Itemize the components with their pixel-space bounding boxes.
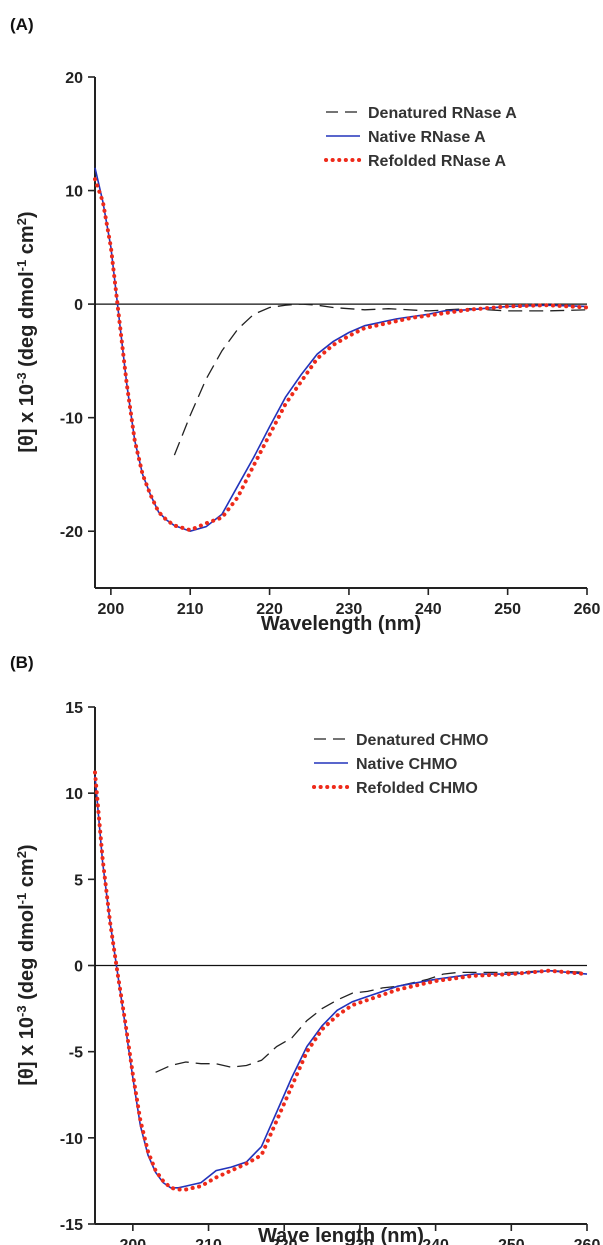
y-tick-label: 20 [65,70,83,87]
series-line-refolded-chmo [93,770,589,1192]
y-axis-title-part: cm [16,858,38,892]
y-axis-title-superscript: -3 [14,1005,29,1017]
y-tick-label: 15 [65,700,83,717]
x-tick-label: 210 [195,1237,222,1245]
panel-label: (A) [10,15,34,34]
y-axis-title-part: [θ] x 10 [16,1017,38,1086]
series-line-native-rnase-a [94,167,588,533]
y-axis-title-superscript: -1 [14,260,29,272]
y-tick-label: -5 [69,1045,83,1062]
x-axis-title: Wave length (nm) [258,1225,424,1245]
y-tick-label: -20 [60,524,83,541]
y-tick-label: -10 [60,1131,83,1148]
chart-panel-b: (B) -15 -10 -5 0 5 10 15 200 210 220 230 240 250 260 Wa… [10,653,600,1245]
y-tick-label: -15 [60,1217,83,1234]
y-axis-title-superscript: -1 [14,893,29,905]
legend-label: Native CHMO [356,756,457,773]
x-tick-label: 220 [271,1237,298,1245]
x-tick-label: 260 [574,601,601,618]
panel-label: (B) [10,653,34,672]
y-axis-title-superscript: 2 [14,851,29,858]
y-axis-title-superscript: -3 [14,372,29,384]
legend: Denatured RNase A Native RNase A Refolded … [324,105,517,170]
y-axis-title-part: (deg dmol [16,904,38,1005]
legend-label: Native RNase A [368,129,486,146]
y-tick-label: 10 [65,786,83,803]
x-tick-label: 220 [256,601,283,618]
y-axis-title: [θ] x 10-3 (deg dmol-1 cm2) [14,211,39,452]
y-axis-title-part: (deg dmol [16,271,38,372]
legend-label: Refolded CHMO [356,780,478,797]
legend-label: Refolded RNase A [368,153,507,170]
x-tick-label: 240 [422,1237,449,1245]
y-axis-title-part: cm [16,225,38,259]
y-tick-label: 5 [74,872,83,889]
y-tick-label: -10 [60,411,83,428]
x-tick-label: 260 [574,1237,601,1245]
legend: Denatured CHMO Native CHMO Refolded CHMO [312,732,488,797]
y-axis-title-part: ) [16,844,38,851]
chart-panel-a: (A) -20 -10 0 10 20 200 210 220 230 240 250 260 Wavel… [10,15,600,635]
y-axis-title: [θ] x 10-3 (deg dmol-1 cm2) [14,844,39,1085]
x-tick-label: 210 [177,601,204,618]
series-line-denatured-rnase-a [173,303,588,456]
x-tick-label: 230 [336,601,363,618]
x-tick-label: 250 [498,1237,525,1245]
y-axis-title-superscript: 2 [14,218,29,225]
legend-label: Denatured RNase A [368,105,517,122]
x-tick-label: 230 [347,1237,374,1245]
y-tick-label: 0 [74,297,83,314]
series-line-denatured-chmo [155,970,588,1073]
y-axis-title-part: [θ] x 10 [16,384,38,453]
x-axis-title: Wavelength (nm) [261,613,421,635]
x-tick-label: 240 [415,601,442,618]
x-tick-label: 200 [119,1237,146,1245]
series-line-refolded-rnase-a [93,177,589,533]
x-tick-label: 200 [98,601,125,618]
legend-label: Denatured CHMO [356,732,488,749]
series-line-native-chmo [94,775,588,1189]
y-tick-label: 10 [65,184,83,201]
y-tick-label: 0 [74,959,83,976]
x-tick-label: 250 [494,601,521,618]
y-axis-title-part: ) [16,211,38,218]
